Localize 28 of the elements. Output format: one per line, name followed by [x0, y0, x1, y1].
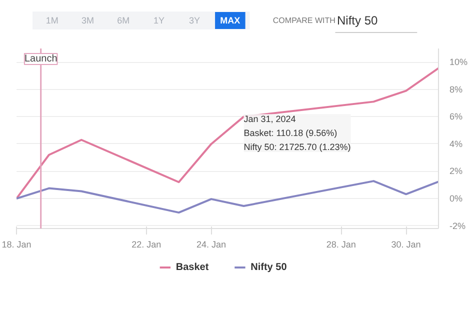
annotation: Basket: 110.18 (9.56%): [244, 128, 338, 138]
text: 3M: [81, 16, 94, 26]
y-tick-label: -2%: [450, 220, 466, 231]
y-tick-label: 4%: [450, 138, 463, 149]
text: 3Y: [189, 16, 200, 26]
text: 1M: [46, 16, 58, 26]
x-tick-label: 30. Jan: [391, 240, 421, 250]
annotation: Jan 31, 2024: [244, 114, 296, 124]
x-tick-label: 22. Jan: [132, 240, 162, 250]
line-series: [16, 180, 438, 214]
x-tick-label: 28. Jan: [326, 240, 356, 250]
legend-label: Basket: [176, 262, 210, 273]
legend-label: Nifty 50: [250, 262, 288, 273]
text: Nifty 50: [337, 14, 378, 28]
x-tick-label: 24. Jan: [196, 240, 226, 250]
text: MAX: [220, 16, 240, 26]
y-tick-label: 6%: [450, 112, 463, 122]
y-tick-label: 2%: [450, 166, 463, 176]
x-tick-label: 18. Jan: [2, 240, 32, 250]
text: 1Y: [153, 16, 164, 26]
text: 6M: [117, 16, 130, 26]
line-series: [16, 67, 438, 200]
y-tick-label: 8%: [450, 84, 463, 94]
ref-line-label: Launch: [24, 54, 58, 64]
y-tick-label: 0%: [450, 194, 463, 204]
y-tick-label: 10%: [450, 57, 468, 68]
annotation: Nifty 50: 21725.70 (1.23%): [244, 142, 351, 152]
text: COMPARE WITH: [272, 16, 336, 25]
